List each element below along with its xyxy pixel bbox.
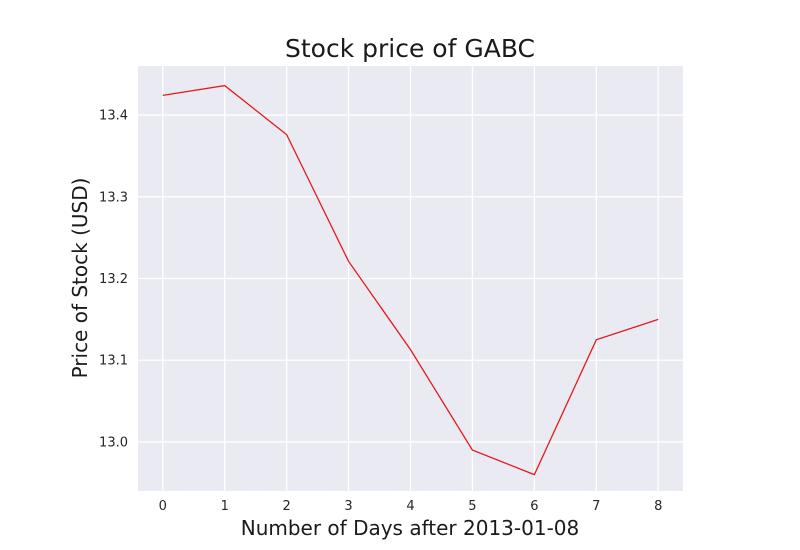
x-tick-label: 3 [344, 499, 352, 514]
x-tick-label: 8 [654, 499, 662, 514]
y-tick-label: 13.3 [99, 190, 128, 205]
y-tick-label: 13.1 [99, 354, 128, 369]
x-tick-label: 7 [592, 499, 600, 514]
x-axis-title: Number of Days after 2013-01-08 [241, 516, 580, 540]
x-tick-label: 5 [468, 499, 476, 514]
x-tick-label: 4 [406, 499, 414, 514]
chart-title: Stock price of GABC [285, 34, 535, 63]
x-tick-label: 6 [530, 499, 538, 514]
x-tick-label: 2 [282, 499, 290, 514]
x-tick-label: 0 [159, 499, 167, 514]
y-tick-label: 13.4 [99, 109, 128, 124]
x-gridlines [162, 66, 659, 491]
y-tick-labels: 13.0 13.1 13.2 13.3 13.4 [99, 109, 128, 451]
y-axis-title: Price of Stock (USD) [68, 178, 92, 379]
x-tick-labels: 0 1 2 3 4 5 6 7 8 [159, 499, 663, 514]
series-group [162, 84, 659, 476]
y-tick-label: 13.2 [99, 272, 128, 287]
x-tick-label: 1 [221, 499, 229, 514]
y-tick-label: 13.0 [99, 435, 128, 450]
